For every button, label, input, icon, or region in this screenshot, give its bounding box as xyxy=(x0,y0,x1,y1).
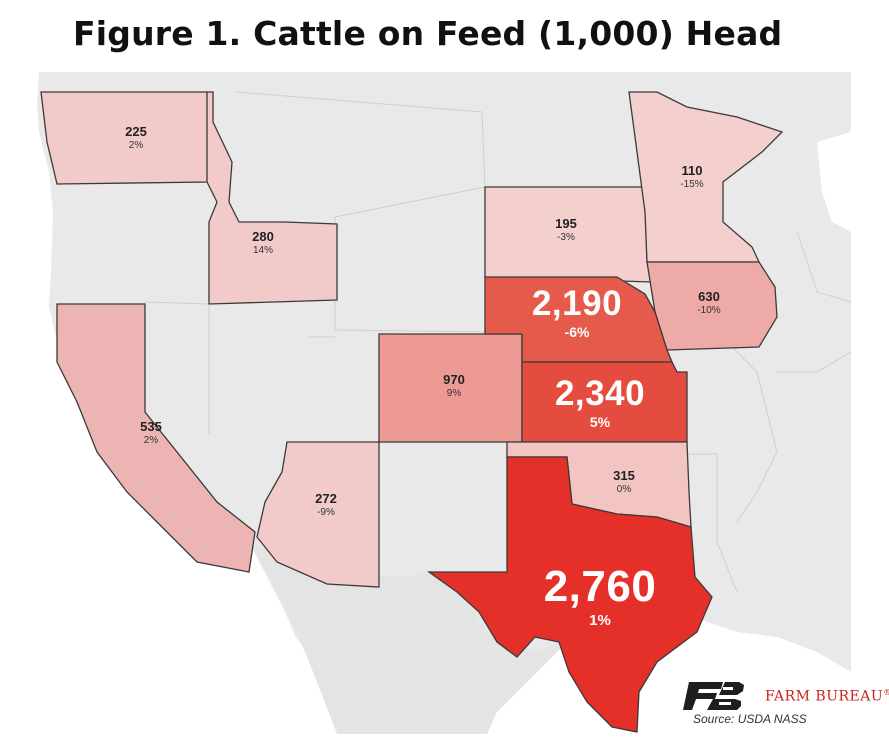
value-tx: 2,760 xyxy=(543,562,657,611)
state-mn xyxy=(628,91,784,263)
change-id: 14% xyxy=(252,245,274,256)
value-mn: 110 xyxy=(681,163,703,178)
label-az: 272 -9% xyxy=(315,491,337,518)
state-tx xyxy=(426,456,713,733)
value-co: 970 xyxy=(443,372,465,387)
label-co: 970 9% xyxy=(443,372,465,399)
gulf-of-california xyxy=(249,542,335,734)
change-wa: 2% xyxy=(128,140,144,151)
label-ks: 2,340 5% xyxy=(555,374,645,430)
cattle-map xyxy=(17,72,851,734)
change-ne: -6% xyxy=(564,324,590,340)
pacific-ocean xyxy=(17,72,357,734)
change-ca: 2% xyxy=(143,435,159,446)
label-id: 280 14% xyxy=(252,229,274,256)
state-az xyxy=(256,441,380,588)
label-tx: 2,760 1% xyxy=(544,562,657,629)
label-wa: 225 2% xyxy=(125,124,147,151)
change-mn: -15% xyxy=(680,179,704,190)
label-mn: 110 -15% xyxy=(680,163,703,190)
change-az: -9% xyxy=(317,507,335,518)
great-lakes xyxy=(817,132,851,232)
value-ok: 315 xyxy=(613,468,635,483)
change-tx: 1% xyxy=(589,612,611,629)
value-wa: 225 xyxy=(125,124,147,139)
value-ia: 630 xyxy=(698,289,720,304)
change-co: 9% xyxy=(446,388,462,399)
mexico-land xyxy=(249,542,577,734)
label-ok: 315 0% xyxy=(613,468,635,495)
farm-bureau-logo-icon xyxy=(683,682,744,710)
value-sd: 195 xyxy=(555,216,577,231)
value-az: 272 xyxy=(315,491,337,506)
label-ne: 2,190 -6% xyxy=(532,284,622,340)
state-ne xyxy=(484,276,673,363)
state-ca xyxy=(56,303,256,573)
label-ia: 630 -10% xyxy=(697,289,720,316)
source-note: Source: USDA NASS xyxy=(693,712,807,726)
value-ca: 535 xyxy=(140,419,162,434)
label-ca: 535 2% xyxy=(140,419,162,446)
brand-name: FARM BUREAU® xyxy=(765,688,889,705)
value-ne: 2,190 xyxy=(531,284,623,323)
value-ks: 2,340 xyxy=(554,374,646,413)
change-ok: 0% xyxy=(616,484,632,495)
change-ia: -10% xyxy=(697,305,721,316)
label-sd: 195 -3% xyxy=(555,216,577,243)
figure-title: Figure 1. Cattle on Feed (1,000) Head xyxy=(73,14,783,53)
brand-text: FARM BUREAU xyxy=(765,688,884,705)
state-id xyxy=(206,91,338,305)
gulf-of-mexico xyxy=(457,612,851,734)
change-ks: 5% xyxy=(589,414,611,430)
brand-registered-mark: ® xyxy=(883,688,889,697)
change-sd: -3% xyxy=(557,232,575,243)
value-id: 280 xyxy=(252,229,274,244)
